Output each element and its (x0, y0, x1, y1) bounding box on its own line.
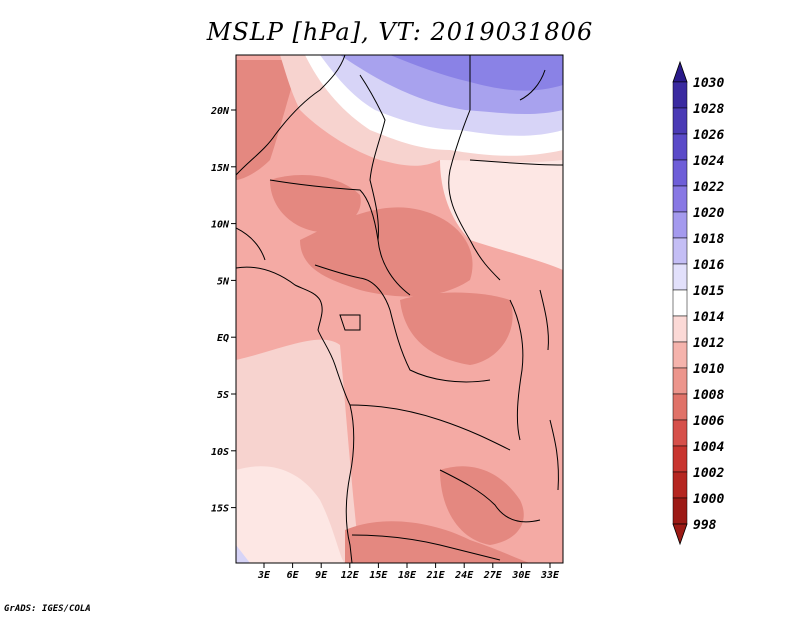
colorbar-label: 1014 (693, 310, 724, 325)
y-tick-label: 20N (210, 106, 230, 117)
x-tick-label: 18E (398, 570, 417, 581)
colorbar-swatch (672, 497, 688, 525)
colorbar-swatch (672, 211, 688, 239)
pressure-field (236, 55, 563, 563)
x-tick-label: 3E (257, 570, 271, 581)
colorbar-bottom-arrow (672, 523, 688, 546)
y-axis: 20N 15N 10N 5N EQ 5S 10S 15S (210, 106, 236, 515)
map-frame (235, 54, 564, 564)
x-tick-label: 21E (426, 570, 446, 581)
x-axis: 3E 6E 9E 12E 15E 18E 21E 24E 27E 30E 33E (257, 563, 560, 581)
x-tick-label: 15E (369, 570, 388, 581)
fill-southeast-region (440, 466, 524, 545)
fill-nw2-region (270, 175, 361, 232)
colorbar-label: 1000 (693, 492, 724, 507)
chart-title: MSLP [hPa], VT: 2019031806 (206, 18, 594, 46)
colorbar-swatch (672, 107, 688, 135)
colorbar-label: 1024 (693, 154, 724, 169)
colorbar-swatch (672, 393, 688, 421)
colorbar-label: 1010 (693, 362, 724, 377)
x-tick-label: 30E (511, 570, 531, 581)
credit-text: GrADS: IGES/COLA (4, 604, 91, 614)
colorbar-swatch (672, 289, 688, 317)
colorbar-label: 1004 (693, 440, 724, 455)
x-tick-label: 6E (287, 570, 300, 581)
colorbar: 1030 1028 1026 1024 1022 1020 1018 1016 1015 1014… (672, 60, 724, 546)
colorbar-label: 1028 (693, 102, 724, 117)
x-tick-label: 27E (483, 570, 503, 581)
x-tick-label: 24E (454, 570, 474, 581)
y-tick-label: EQ (217, 333, 229, 344)
colorbar-label: 1008 (693, 388, 724, 403)
colorbar-swatch (672, 159, 688, 187)
y-tick-label: 10S (211, 447, 229, 458)
fill-congo-region (400, 292, 513, 365)
colorbar-swatch (672, 81, 688, 109)
x-tick-label: 33E (540, 570, 560, 581)
x-tick-label: 12E (341, 570, 360, 581)
y-tick-label: 10N (211, 220, 230, 231)
y-tick-label: 15S (211, 504, 229, 515)
colorbar-swatch (672, 315, 688, 343)
y-tick-label: 15N (211, 163, 230, 174)
colorbar-label: 998 (693, 518, 717, 533)
colorbar-swatch (672, 341, 688, 369)
colorbar-label: 1018 (693, 232, 724, 247)
y-tick-label: 5S (217, 390, 229, 401)
fill-westnorth-region (236, 60, 300, 180)
colorbar-swatch (672, 263, 688, 291)
colorbar-label: 1020 (693, 206, 724, 221)
y-tick-label: 5N (217, 276, 230, 287)
colorbar-label: 1030 (693, 76, 724, 91)
colorbar-label: 1016 (693, 258, 724, 273)
colorbar-label: 1022 (693, 180, 724, 195)
fill-swcorner-region (236, 545, 250, 563)
x-tick-label: 9E (315, 570, 328, 581)
colorbar-label: 1015 (693, 284, 724, 299)
colorbar-label: 1002 (693, 466, 724, 481)
colorbar-swatch (672, 419, 688, 447)
colorbar-label: 1006 (693, 414, 724, 429)
coastlines-and-borders (236, 55, 563, 563)
colorbar-swatch (672, 471, 688, 499)
fill-south-region (345, 521, 530, 563)
colorbar-label: 1026 (693, 128, 724, 143)
colorbar-top-arrow (672, 60, 688, 83)
colorbar-swatch (672, 237, 688, 265)
colorbar-swatch (672, 445, 688, 473)
colorbar-label: 1012 (693, 336, 724, 351)
fill-sw2-region (236, 466, 345, 563)
colorbar-swatch (672, 185, 688, 213)
colorbar-swatch (672, 133, 688, 161)
fill-blue3-region (390, 55, 563, 91)
fill-ne-region (440, 151, 563, 270)
colorbar-swatch (672, 367, 688, 395)
